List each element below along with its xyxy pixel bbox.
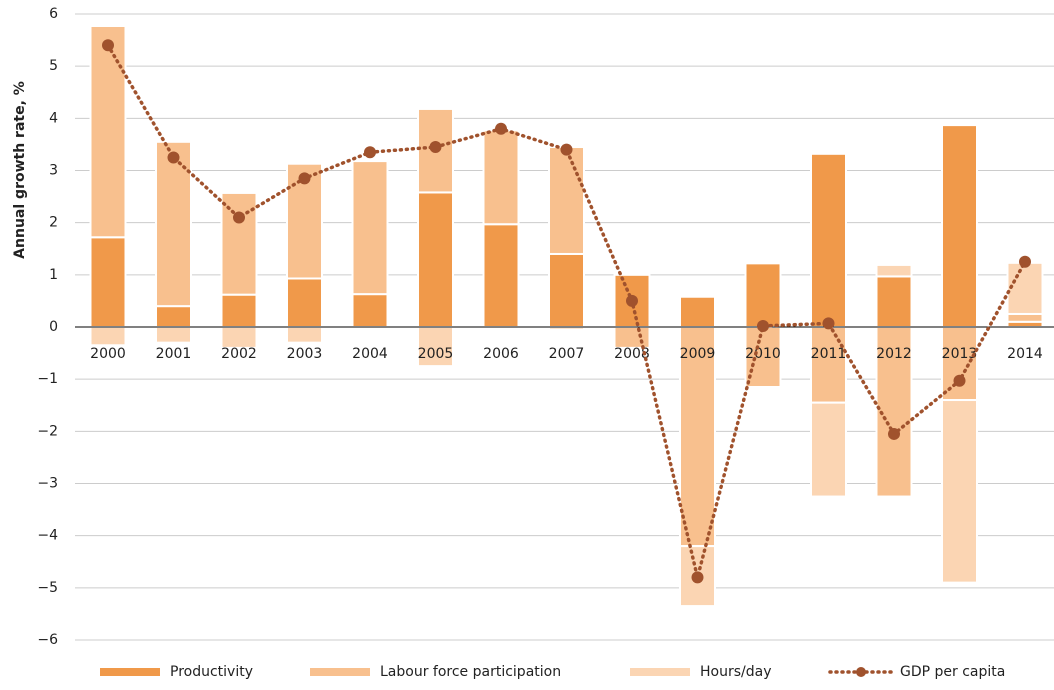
bar [941,326,978,402]
legend-label: GDP per capita [900,664,1005,680]
y-tick-label: −1 [37,371,58,387]
x-tick-label: 2011 [811,346,847,362]
bar [875,263,913,278]
bar [220,326,258,349]
bar [89,326,127,347]
bar [417,326,454,368]
x-tick-label: 2004 [352,346,388,362]
bar [875,275,913,329]
y-tick-label: 4 [49,110,58,126]
x-tick-label: 2014 [1007,346,1043,362]
bar [220,293,258,329]
bar [548,252,585,328]
bar [417,191,454,328]
bar [155,326,192,344]
y-tick-label: 0 [49,319,58,335]
point [953,374,966,387]
x-tick-label: 2003 [287,346,323,362]
bar [941,399,978,584]
bar [351,293,389,329]
y-tick-label: 2 [49,215,58,231]
point [167,151,180,164]
legend-swatch [856,667,866,677]
point [102,39,114,52]
x-tick-label: 2001 [156,346,192,362]
legend-swatch [100,668,160,676]
point [822,317,835,330]
point [364,146,376,159]
y-tick-label: −2 [37,423,58,439]
bar [482,129,520,226]
point [626,294,638,307]
legend-label: Hours/day [700,664,771,680]
y-tick-label: 3 [49,163,58,179]
bar [89,236,127,328]
legend-swatch [630,668,690,676]
point [757,319,769,332]
x-tick-label: 2012 [876,346,912,362]
point [495,122,507,135]
bar [810,326,847,404]
x-tick-label: 2002 [221,346,257,362]
x-tick-label: 2000 [90,346,126,362]
point [298,172,311,185]
bar [548,146,585,255]
bar [941,124,978,328]
y-tick-label: −6 [37,632,58,648]
point [233,211,245,224]
bar [286,277,323,328]
legend-label: Labour force participation [380,664,561,680]
y-tick-label: 5 [49,58,58,74]
y-axis-label: Annual growth rate, % [12,81,28,259]
bar [155,305,192,328]
legend-swatch [310,668,370,676]
point [888,427,900,440]
y-tick-label: 1 [49,267,58,283]
bar [744,262,782,328]
y-tick-label: −4 [37,528,58,544]
bar [1006,312,1044,323]
x-tick-label: 2013 [942,346,978,362]
point [1019,255,1031,268]
point [691,571,704,584]
bar [351,160,389,296]
bar [679,295,716,329]
x-tick-label: 2005 [418,346,454,362]
bar [89,24,127,239]
x-tick-label: 2009 [680,346,716,362]
x-tick-label: 2010 [745,346,781,362]
bar [810,401,847,498]
bar [1006,261,1044,315]
legend-label: Productivity [170,664,253,680]
x-tick-label: 2007 [549,346,585,362]
x-tick-label: 2006 [483,346,519,362]
bar [482,223,520,329]
y-tick-label: −5 [37,580,58,596]
point [429,141,442,154]
y-tick-label: −3 [37,476,58,492]
line [106,43,1027,578]
x-tick-label: 2008 [614,346,650,362]
bar [810,152,847,328]
bar [613,326,651,349]
bar [286,326,323,344]
point [560,143,573,156]
y-tick-label: 6 [49,6,58,22]
bar [744,326,782,388]
